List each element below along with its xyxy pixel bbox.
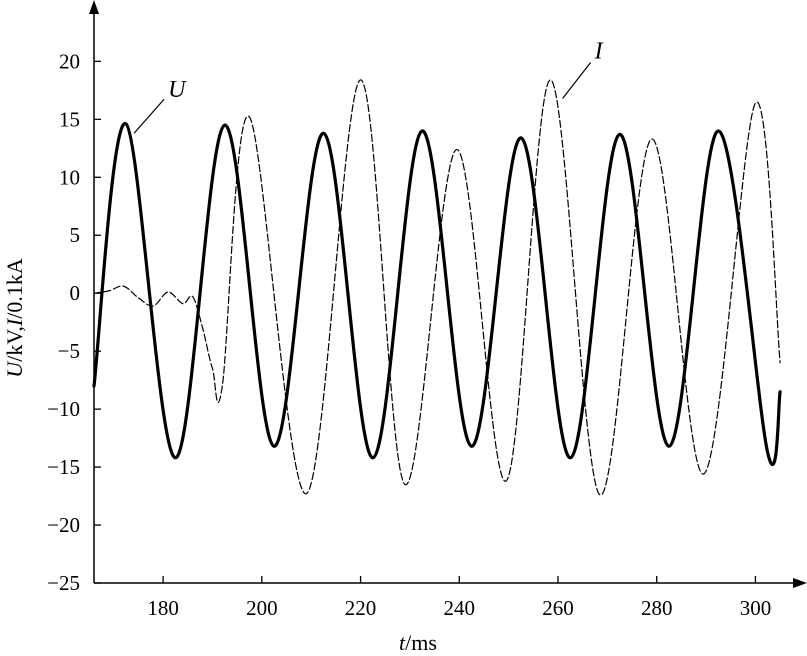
x-tick-label: 280 — [641, 596, 673, 620]
series-i-line — [93, 79, 781, 496]
x-tick-label: 200 — [246, 596, 278, 620]
y-tick-label: −10 — [47, 397, 80, 421]
x-tick-label: 220 — [345, 596, 377, 620]
series-u-label: U — [168, 77, 187, 103]
y-tick-label: −5 — [58, 339, 80, 363]
x-tick-label: 180 — [147, 596, 179, 620]
y-axis-title: U/kV,I/0.1kA — [2, 258, 27, 378]
y-tick-label: −20 — [47, 513, 80, 537]
y-tick-label: −15 — [47, 455, 80, 479]
y-tick-label: 5 — [70, 223, 81, 247]
y-tick-label: 15 — [59, 107, 80, 131]
series-i-leader — [562, 62, 592, 99]
y-axis-arrow — [89, 0, 99, 14]
y-tick-label: 0 — [70, 281, 81, 305]
series-i-label: I — [594, 38, 604, 64]
series-u-leader — [133, 98, 165, 134]
x-tick-label: 240 — [444, 596, 476, 620]
x-axis-title: t/ms — [399, 630, 437, 655]
x-axis-arrow — [793, 578, 807, 588]
y-tick-label: 20 — [59, 49, 80, 73]
y-tick-label: −25 — [47, 571, 80, 595]
x-tick-label: 300 — [740, 596, 772, 620]
series-layer — [92, 79, 782, 496]
y-tick-label: 10 — [59, 165, 80, 189]
series-u-line — [92, 122, 782, 466]
series-labels: UI — [133, 38, 604, 134]
x-tick-label: 260 — [542, 596, 574, 620]
ticks: 180 200 220 240 260 280 300 20 15 10 5 0 −5 −10 −15 −20… — [47, 49, 771, 620]
